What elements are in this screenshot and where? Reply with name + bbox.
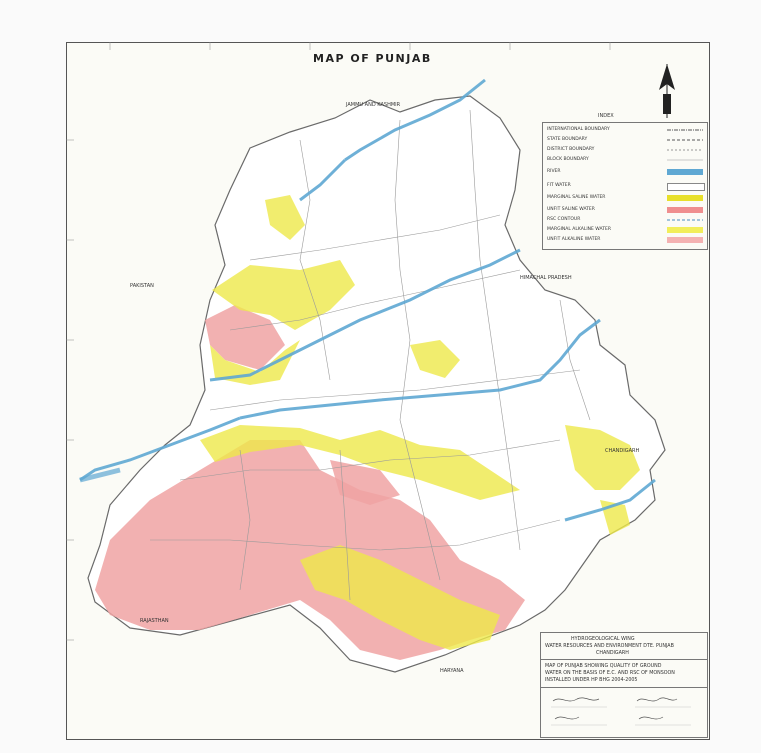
map-info-box: HYDROGEOLOGICAL WING WATER RESOURCES AND… bbox=[540, 632, 708, 738]
info-divider bbox=[541, 659, 707, 660]
river-northwest bbox=[299, 158, 347, 202]
legend-label-river: RIVER bbox=[547, 169, 561, 174]
legend-symbol-district bbox=[667, 149, 703, 151]
marginal-zone-center-blob bbox=[410, 340, 460, 378]
legend-label-district: DISTRICT BOUNDARY bbox=[547, 147, 595, 152]
legend-symbol-fit bbox=[667, 183, 705, 191]
legend-label-fit: FIT WATER bbox=[547, 183, 571, 188]
legend-symbol-marginal-saline bbox=[667, 195, 703, 201]
river-sutlej-west bbox=[79, 416, 241, 482]
label-chandigarh: CHANDIGARH bbox=[605, 448, 640, 454]
legend-symbol-unfit-alkaline bbox=[667, 237, 703, 243]
info-divider-2 bbox=[541, 687, 707, 688]
marginal-zone-west bbox=[210, 340, 300, 385]
marginal-zone-east bbox=[565, 425, 640, 490]
legend-symbol-international bbox=[667, 129, 703, 131]
legend-title: INDEX bbox=[598, 113, 614, 119]
marginal-zone-south bbox=[300, 545, 500, 650]
legend-label-marginal-alkaline: MARGINAL ALKALINE WATER bbox=[547, 227, 611, 232]
legend-symbol-marginal-alkaline bbox=[667, 227, 703, 233]
river-sutlej bbox=[239, 318, 601, 420]
info-desc-2: WATER ON THE BASIS OF E.C. AND RSC OF MO… bbox=[545, 671, 675, 676]
legend-symbol-block bbox=[667, 159, 703, 161]
label-rajasthan: RAJASTHAN bbox=[140, 618, 169, 624]
legend-label-state: STATE BOUNDARY bbox=[547, 137, 588, 142]
info-org-1: HYDROGEOLOGICAL WING bbox=[571, 637, 635, 642]
map-title: MAP OF PUNJAB bbox=[313, 52, 432, 65]
info-desc-3: INSTALLED UNDER HP BHG 2004-2005 bbox=[545, 678, 638, 683]
info-desc-1: MAP OF PUNJAB SHOWING QUALITY OF GROUND bbox=[545, 664, 662, 669]
legend-symbol-unfit-saline bbox=[667, 207, 703, 213]
info-org-3: CHANDIGARH bbox=[596, 651, 629, 656]
legend-label-international: INTERNATIONAL BOUNDARY bbox=[547, 127, 610, 132]
map-legend: INDEX INTERNATIONAL BOUNDARY STATE BOUND… bbox=[542, 113, 708, 250]
label-haryana: HARYANA bbox=[440, 668, 464, 674]
marginal-zone-northwest bbox=[265, 195, 305, 240]
legend-label-block: BLOCK BOUNDARY bbox=[547, 157, 589, 162]
info-org-2: WATER RESOURCES AND ENVIRONMENT DTE. PUN… bbox=[545, 644, 674, 649]
river-ravi bbox=[344, 78, 486, 162]
legend-label-rsc: RSC CONTOUR bbox=[547, 217, 581, 222]
label-himachal: HIMACHAL PRADESH bbox=[520, 275, 572, 281]
marginal-zone-central bbox=[200, 425, 520, 500]
unfit-zone-mid bbox=[330, 460, 400, 505]
river-ghaggar bbox=[564, 478, 656, 522]
legend-symbol-rsc bbox=[667, 219, 703, 221]
legend-symbol-river bbox=[667, 169, 703, 175]
label-jammu: JAMMU AND KASHMIR bbox=[346, 102, 401, 108]
signatures bbox=[551, 697, 691, 726]
river-beas bbox=[209, 248, 521, 382]
legend-symbol-state bbox=[667, 139, 703, 141]
unfit-zone-west bbox=[205, 305, 285, 370]
north-arrow-icon bbox=[659, 64, 675, 118]
marginal-zone-north bbox=[212, 260, 355, 330]
legend-label-unfit-alkaline: UNFIT ALKALINE WATER bbox=[547, 237, 601, 242]
legend-label-unfit-saline: UNFIT SALINE WATER bbox=[547, 207, 595, 212]
legend-label-marginal-saline: MARGINAL SALINE WATER bbox=[547, 195, 606, 200]
label-pakistan: PAKISTAN bbox=[130, 283, 154, 289]
